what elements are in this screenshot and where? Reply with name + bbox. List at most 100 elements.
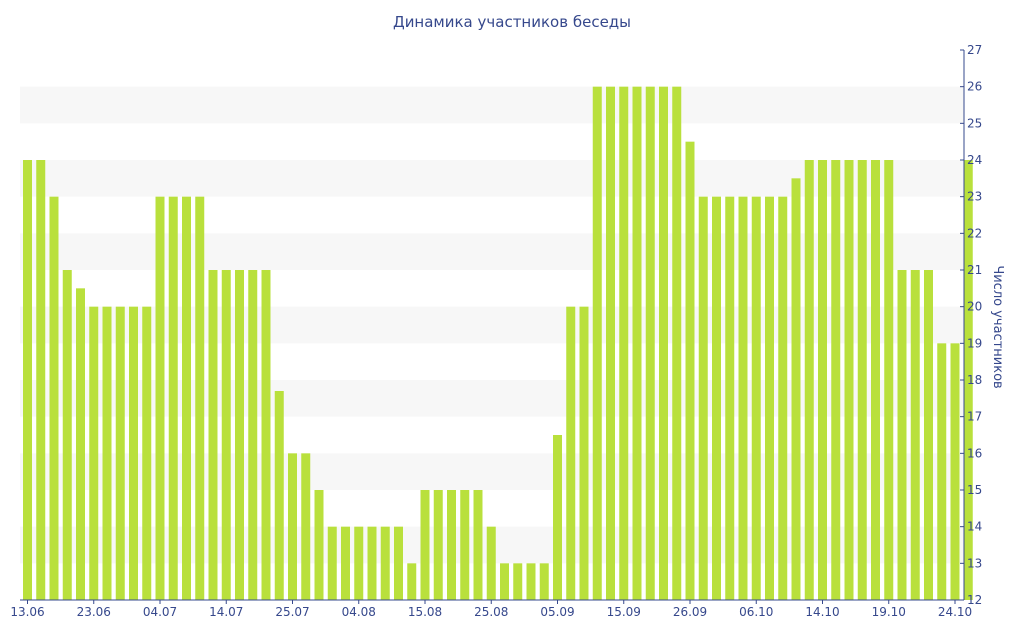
- y-tick-label: 20: [967, 300, 982, 314]
- bar: [500, 563, 509, 600]
- bar: [659, 86, 668, 600]
- x-tick-label: 15.08: [408, 605, 442, 619]
- x-tick-label: 14.10: [805, 605, 839, 619]
- bar: [844, 160, 854, 600]
- bar: [738, 196, 748, 600]
- y-tick-label: 19: [967, 336, 982, 350]
- y-tick-label: 18: [967, 373, 982, 387]
- x-tick-label: 15.09: [607, 605, 641, 619]
- y-tick-label: 26: [967, 80, 982, 94]
- bar: [221, 270, 231, 600]
- bar: [394, 526, 403, 600]
- bar: [354, 526, 364, 600]
- y-tick-label: 27: [967, 43, 982, 57]
- bar: [937, 343, 947, 600]
- x-tick-label: 06.10: [739, 605, 773, 619]
- bar: [778, 196, 788, 600]
- bar: [632, 86, 642, 600]
- y-tick-label: 12: [967, 593, 982, 607]
- bar: [420, 490, 430, 600]
- bar: [725, 196, 735, 600]
- bar: [539, 563, 549, 600]
- y-tick-label: 16: [967, 446, 982, 460]
- x-axis-ticks: 13.06 23.06 04.07 14.07 25.07 04.08 15.08 25.08…: [10, 600, 972, 619]
- bar: [473, 490, 483, 600]
- bar: [857, 160, 867, 600]
- bar: [924, 270, 933, 600]
- chart-title: Динамика участников беседы: [392, 13, 632, 31]
- bar: [566, 306, 576, 600]
- bar: [884, 160, 894, 600]
- bar: [791, 178, 801, 601]
- y-tick-label: 14: [967, 520, 982, 534]
- y-tick-label: 25: [967, 116, 982, 130]
- x-tick-label: 04.08: [342, 605, 376, 619]
- bar: [460, 490, 470, 600]
- bar: [407, 563, 417, 600]
- bar: [765, 196, 774, 600]
- bar: [235, 270, 244, 600]
- bar: [963, 160, 973, 600]
- x-tick-label: 24.10: [938, 605, 972, 619]
- y-axis-title: Число участников: [990, 265, 1005, 388]
- x-tick-label: 14.07: [209, 605, 243, 619]
- bar: [526, 563, 536, 600]
- bar: [645, 86, 655, 600]
- bar: [261, 270, 271, 600]
- bar: [23, 160, 32, 600]
- grid-band: [20, 86, 964, 124]
- bar: [248, 270, 258, 600]
- bar-series: [23, 86, 973, 601]
- x-tick-label: 13.06: [10, 605, 44, 619]
- bar: [62, 270, 72, 600]
- bar: [672, 86, 682, 600]
- bar: [367, 526, 377, 600]
- bar: [606, 86, 615, 600]
- bar: [155, 196, 165, 600]
- bar: [433, 490, 443, 600]
- bar: [513, 563, 523, 600]
- bar: [36, 160, 46, 600]
- bar: [208, 270, 218, 600]
- bar: [592, 86, 602, 600]
- bar: [553, 435, 562, 600]
- bar: [142, 306, 152, 600]
- bar: [288, 453, 297, 600]
- bar: [301, 453, 311, 600]
- bar: [129, 306, 138, 600]
- bar: [685, 141, 695, 600]
- y-tick-label: 13: [967, 556, 982, 570]
- bar: [818, 160, 827, 600]
- y-axis-ticks: 12 13 14 15 16 17 18 19 20 21 22 23 24 25 26 27: [960, 43, 982, 607]
- bar: [76, 288, 85, 600]
- bar: [182, 196, 191, 600]
- bar: [102, 306, 112, 600]
- bar: [897, 270, 907, 600]
- bar: [168, 196, 178, 600]
- y-tick-label: 15: [967, 483, 982, 497]
- bar: [486, 526, 496, 600]
- bar: [712, 196, 721, 600]
- y-tick-label: 22: [967, 226, 982, 240]
- y-tick-label: 21: [967, 263, 982, 277]
- bar: [195, 196, 205, 600]
- bar: [950, 343, 960, 600]
- bar: [698, 196, 708, 600]
- bar: [89, 306, 99, 600]
- bar: [314, 490, 324, 600]
- bar: [115, 306, 125, 600]
- x-tick-label: 26.09: [673, 605, 707, 619]
- y-tick-label: 24: [967, 153, 982, 167]
- bar: [341, 526, 350, 600]
- y-tick-label: 23: [967, 190, 982, 204]
- bar: [447, 490, 456, 600]
- bar: [804, 160, 814, 600]
- axes: [20, 50, 965, 601]
- bar: [831, 160, 841, 600]
- x-tick-label: 05.09: [540, 605, 574, 619]
- x-tick-label: 19.10: [872, 605, 906, 619]
- bar: [49, 196, 59, 600]
- bar: [579, 306, 589, 600]
- bar: [327, 526, 337, 600]
